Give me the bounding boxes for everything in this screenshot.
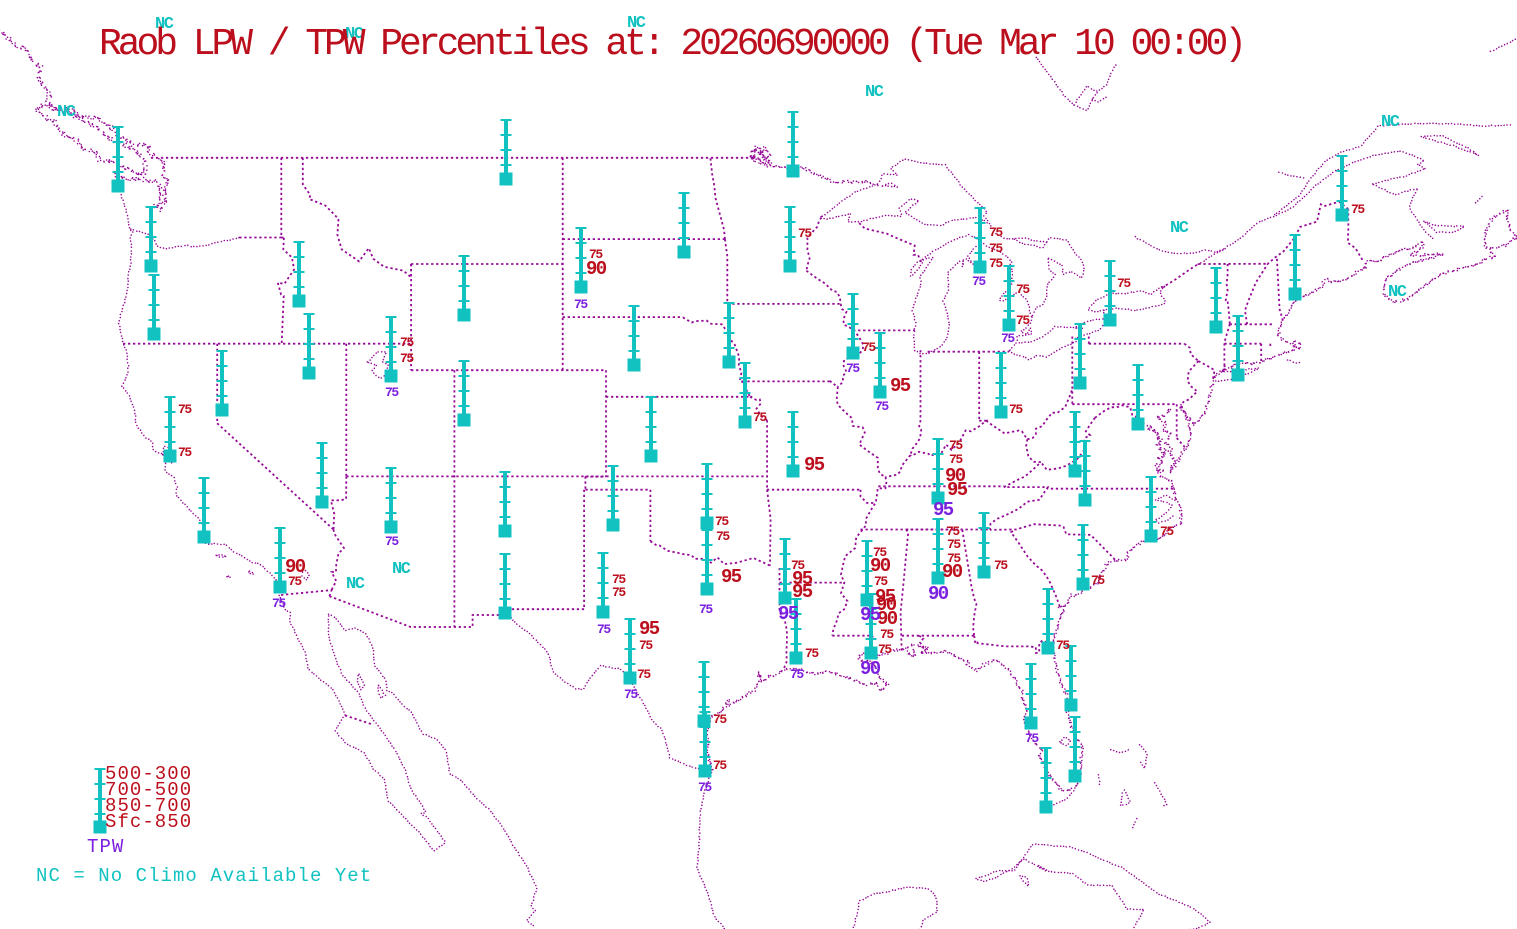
svg-text:75: 75: [989, 256, 1003, 271]
svg-text:95: 95: [933, 499, 954, 521]
svg-text:850-700: 850-700: [105, 795, 192, 817]
svg-text:NC: NC: [627, 14, 646, 33]
svg-text:700-500: 700-500: [105, 779, 192, 801]
svg-text:Raob LPW / TPW Percentiles at:: Raob LPW / TPW Percentiles at: 202606900…: [99, 23, 1243, 66]
svg-text:75: 75: [1160, 524, 1174, 539]
svg-text:75: 75: [947, 537, 961, 552]
svg-text:75: 75: [715, 514, 729, 529]
svg-text:NC: NC: [1388, 283, 1407, 302]
svg-text:75: 75: [385, 534, 399, 549]
svg-text:NC: NC: [155, 15, 174, 34]
svg-text:75: 75: [862, 340, 876, 355]
svg-text:NC: NC: [346, 575, 365, 594]
svg-text:75: 75: [624, 687, 638, 702]
svg-text:NC: NC: [1381, 113, 1400, 132]
svg-text:NC: NC: [57, 103, 76, 122]
svg-text:75: 75: [612, 572, 626, 587]
svg-text:75: 75: [972, 274, 986, 289]
svg-text:TPW: TPW: [87, 836, 124, 858]
svg-text:95: 95: [721, 566, 742, 588]
svg-text:75: 75: [597, 622, 611, 637]
svg-text:NC: NC: [865, 83, 884, 102]
svg-text:75: 75: [400, 335, 414, 350]
svg-text:75: 75: [1091, 573, 1105, 588]
svg-text:75: 75: [989, 225, 1003, 240]
svg-text:90: 90: [928, 583, 949, 605]
svg-text:75: 75: [178, 402, 192, 417]
svg-text:Sfc-850: Sfc-850: [105, 811, 192, 833]
svg-text:75: 75: [946, 524, 960, 539]
svg-text:75: 75: [1025, 731, 1039, 746]
svg-text:75: 75: [1016, 313, 1030, 328]
svg-text:95: 95: [875, 586, 896, 608]
svg-text:500-300: 500-300: [105, 763, 192, 785]
svg-text:75: 75: [713, 712, 727, 727]
svg-text:75: 75: [1056, 638, 1070, 653]
svg-text:95: 95: [804, 454, 825, 476]
svg-text:75: 75: [805, 646, 819, 661]
svg-text:90: 90: [586, 258, 607, 280]
svg-text:75: 75: [994, 558, 1008, 573]
svg-text:75: 75: [878, 642, 892, 657]
svg-text:90: 90: [860, 658, 881, 680]
svg-text:95: 95: [778, 603, 799, 625]
svg-text:NC: NC: [392, 560, 411, 579]
svg-text:75: 75: [846, 361, 860, 376]
svg-text:95: 95: [947, 479, 968, 501]
svg-text:75: 75: [989, 241, 1003, 256]
svg-text:95: 95: [792, 568, 813, 590]
svg-text:75: 75: [612, 585, 626, 600]
svg-text:NC: NC: [345, 25, 364, 44]
svg-text:75: 75: [791, 558, 805, 573]
svg-text:75: 75: [699, 602, 713, 617]
svg-text:90: 90: [870, 555, 891, 577]
svg-text:95: 95: [639, 618, 660, 640]
svg-text:75: 75: [1351, 202, 1365, 217]
svg-text:95: 95: [860, 604, 881, 626]
svg-text:90: 90: [942, 561, 963, 583]
svg-text:75: 75: [874, 574, 888, 589]
svg-text:75: 75: [1001, 331, 1015, 346]
svg-text:75: 75: [880, 627, 894, 642]
svg-text:90: 90: [876, 594, 897, 616]
svg-text:75: 75: [400, 351, 414, 366]
svg-text:75: 75: [272, 596, 286, 611]
svg-text:75: 75: [178, 445, 192, 460]
svg-text:90: 90: [877, 608, 898, 630]
svg-text:75: 75: [873, 545, 887, 560]
svg-text:75: 75: [798, 226, 812, 241]
svg-text:75: 75: [949, 452, 963, 467]
svg-text:75: 75: [1016, 282, 1030, 297]
svg-text:95: 95: [890, 375, 911, 397]
svg-text:75: 75: [949, 438, 963, 453]
svg-text:75: 75: [698, 780, 712, 795]
svg-text:75: 75: [637, 667, 651, 682]
svg-text:75: 75: [713, 758, 727, 773]
svg-text:75: 75: [790, 667, 804, 682]
svg-text:75: 75: [753, 410, 767, 425]
svg-text:NC: NC: [1170, 219, 1189, 238]
svg-text:75: 75: [716, 529, 730, 544]
svg-text:75: 75: [589, 247, 603, 262]
svg-text:NC = No Climo Available Yet: NC = No Climo Available Yet: [36, 865, 372, 887]
svg-text:95: 95: [792, 581, 813, 603]
svg-text:75: 75: [1117, 276, 1131, 291]
svg-text:75: 75: [574, 297, 588, 312]
svg-text:90: 90: [285, 556, 306, 578]
svg-text:75: 75: [288, 574, 302, 589]
svg-text:75: 75: [947, 551, 961, 566]
svg-text:75: 75: [1009, 402, 1023, 417]
svg-text:75: 75: [639, 638, 653, 653]
svg-text:75: 75: [875, 399, 889, 414]
svg-text:90: 90: [945, 465, 966, 487]
svg-text:75: 75: [385, 385, 399, 400]
